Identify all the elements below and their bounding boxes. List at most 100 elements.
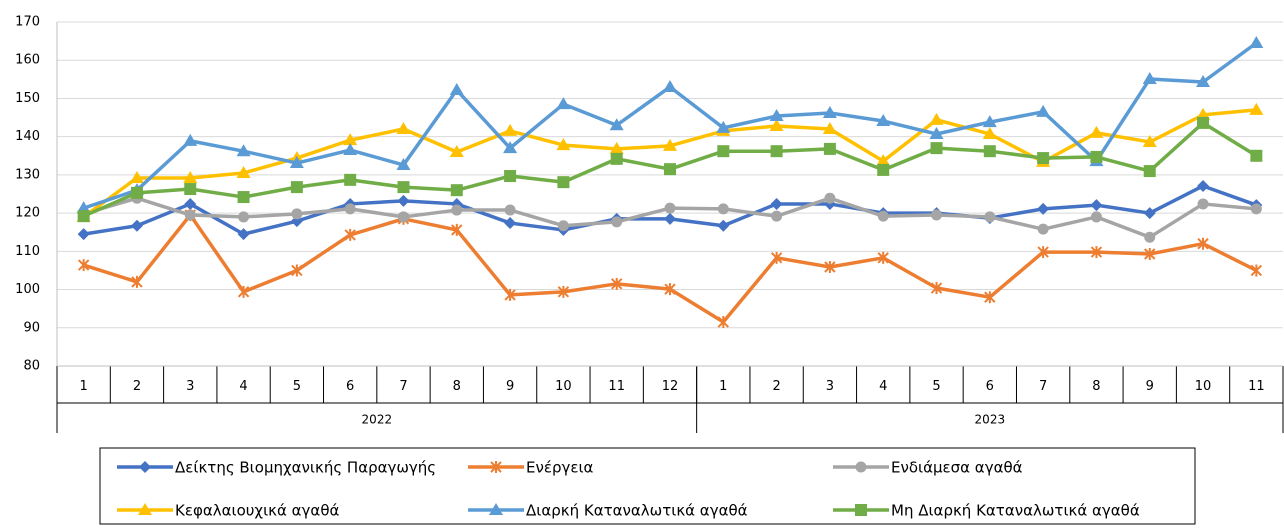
y-tick-label: 100: [15, 282, 40, 297]
marker: [343, 133, 358, 146]
marker: [396, 157, 411, 170]
marker: [1144, 248, 1156, 261]
marker: [822, 122, 837, 135]
marker: [1036, 104, 1051, 117]
marker: [876, 113, 891, 126]
marker: [556, 138, 571, 151]
marker: [1197, 116, 1210, 129]
marker: [131, 275, 143, 288]
x-tick-label: 6: [986, 379, 994, 394]
marker: [1143, 207, 1156, 220]
x-tick-label: 9: [1146, 379, 1154, 394]
x-tick-label: 7: [1039, 379, 1047, 394]
marker: [1249, 36, 1264, 49]
marker: [1037, 246, 1049, 259]
marker: [504, 204, 516, 216]
marker: [489, 503, 503, 515]
marker: [556, 97, 571, 110]
marker: [855, 461, 867, 473]
marker: [1037, 152, 1050, 165]
marker: [449, 83, 464, 96]
marker: [129, 170, 144, 183]
marker: [1197, 179, 1210, 192]
marker: [77, 259, 90, 272]
marker: [451, 204, 463, 216]
marker: [877, 163, 890, 176]
marker: [610, 277, 623, 290]
marker: [1037, 223, 1049, 235]
marker: [1143, 165, 1156, 178]
marker: [397, 194, 410, 207]
marker: [1090, 199, 1103, 212]
marker: [1142, 71, 1157, 84]
marker: [717, 145, 730, 158]
marker: [237, 191, 250, 204]
x-tick-label: 11: [608, 379, 625, 394]
y-tick-label: 120: [15, 206, 40, 221]
x-tick-label: 4: [879, 379, 887, 394]
marker: [769, 109, 784, 122]
marker: [771, 210, 783, 222]
marker: [184, 209, 196, 221]
marker: [931, 209, 943, 221]
marker: [1250, 203, 1262, 215]
x-tick-label: 2: [772, 379, 780, 394]
marker: [130, 219, 143, 232]
marker: [1090, 150, 1103, 163]
marker: [877, 251, 889, 264]
marker: [855, 504, 867, 516]
marker: [609, 141, 624, 154]
x-tick-label: 10: [1195, 379, 1212, 394]
marker: [289, 156, 304, 169]
marker: [450, 184, 463, 197]
marker: [451, 223, 463, 236]
marker: [343, 143, 358, 156]
marker: [490, 461, 502, 473]
legend-label: Ενδιάμεσα αγαθά: [891, 459, 1023, 477]
x-tick-label: 12: [662, 379, 679, 394]
marker: [823, 142, 836, 155]
marker: [1090, 211, 1102, 223]
marker: [291, 208, 303, 220]
y-tick-label: 110: [15, 244, 40, 259]
marker: [1196, 75, 1211, 88]
marker: [770, 197, 783, 210]
marker: [1090, 246, 1103, 259]
marker: [557, 220, 569, 232]
marker: [183, 133, 198, 146]
marker: [984, 211, 996, 223]
legend: Δείκτης Βιομηχανικής Παραγωγής Ενέργεια Εν…: [99, 447, 1196, 525]
marker: [930, 282, 943, 295]
marker: [504, 288, 516, 301]
marker: [344, 228, 356, 241]
marker: [717, 219, 730, 232]
marker: [717, 203, 729, 215]
x-tick-label: 3: [826, 379, 834, 394]
y-tick-label: 140: [15, 129, 40, 144]
marker: [877, 210, 889, 222]
x-tick-label: 9: [506, 379, 514, 394]
x-group-label: 2023: [975, 413, 1006, 427]
marker: [770, 145, 783, 158]
marker: [609, 118, 624, 131]
marker: [396, 122, 411, 135]
marker: [139, 461, 151, 473]
marker: [663, 138, 677, 151]
marker: [397, 181, 410, 194]
marker: [983, 145, 996, 158]
x-tick-label: 6: [346, 379, 354, 394]
marker: [1249, 102, 1264, 115]
marker: [716, 120, 731, 133]
marker: [503, 123, 518, 136]
x-tick-label: 11: [1248, 379, 1265, 394]
marker: [824, 192, 836, 204]
marker: [77, 228, 90, 241]
y-tick-label: 130: [15, 167, 40, 182]
x-tick-label: 7: [399, 379, 407, 394]
marker: [183, 170, 198, 183]
legend-label: Κεφαλαιουχικά αγαθά: [175, 502, 339, 520]
marker: [1142, 135, 1157, 148]
marker: [1089, 125, 1104, 138]
legend-label: Μη Διαρκή Καταναλωτικά αγαθά: [891, 502, 1140, 520]
